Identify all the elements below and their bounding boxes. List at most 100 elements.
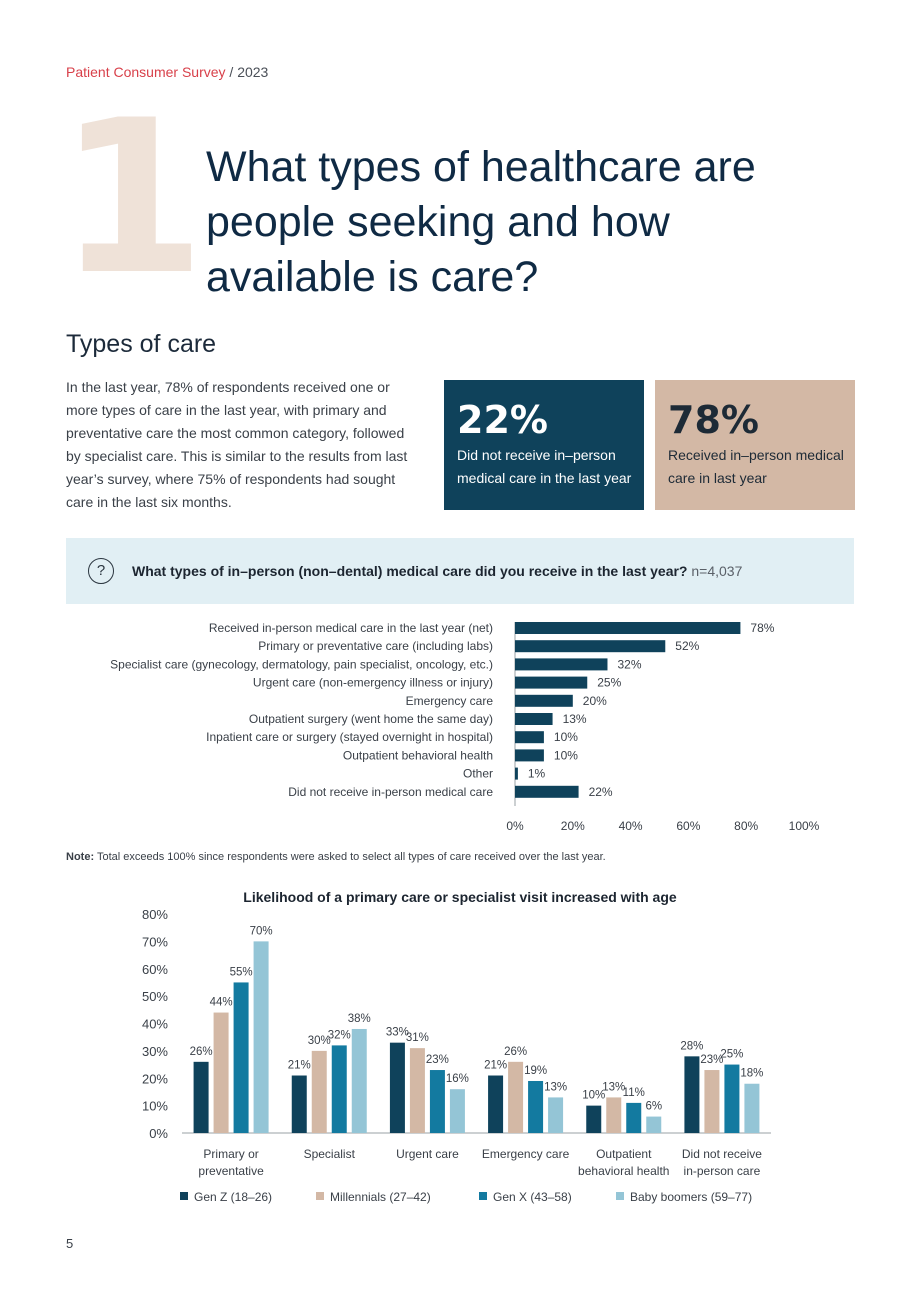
- legend-swatch: [616, 1192, 624, 1200]
- data-label: 26%: [190, 1046, 213, 1058]
- category-label: Primary or: [203, 1147, 258, 1161]
- data-label: 20%: [583, 694, 607, 708]
- category-label: Outpatient surgery (went home the same d…: [249, 712, 493, 726]
- bar: [515, 640, 666, 653]
- section-title: Types of care: [66, 330, 217, 358]
- category-label: Emergency care: [482, 1147, 570, 1161]
- bar: [515, 731, 544, 744]
- note-text: Total exceeds 100% since respondents wer…: [94, 851, 606, 863]
- stat-box-received: 78% Received in–person medical care in l…: [655, 380, 855, 510]
- data-label: 23%: [426, 1054, 449, 1066]
- question-banner: ? What types of in–person (non–dental) m…: [66, 538, 854, 604]
- legend-label: Baby boomers (59–77): [630, 1190, 752, 1204]
- y-tick-label: 0%: [149, 1126, 168, 1141]
- category-label: Urgent care: [396, 1147, 459, 1161]
- data-label: 10%: [554, 730, 578, 744]
- stat-label: Did not receive in–person medical care i…: [457, 447, 632, 486]
- bar: [449, 1089, 465, 1133]
- bar: [515, 767, 518, 780]
- category-label: Outpatient behavioral health: [343, 748, 493, 762]
- bar: [233, 982, 249, 1133]
- sample-size: n=4,037: [687, 563, 743, 579]
- bar: [528, 1080, 544, 1133]
- data-label: 52%: [675, 639, 699, 653]
- data-label: 21%: [288, 1060, 311, 1072]
- bar: [744, 1083, 760, 1133]
- category-label: Did not receive: [682, 1147, 762, 1161]
- bar: [606, 1097, 622, 1133]
- bar: [646, 1116, 662, 1133]
- data-label: 31%: [406, 1032, 429, 1044]
- category-label: behavioral health: [578, 1164, 669, 1178]
- bar: [704, 1070, 720, 1133]
- y-tick-label: 70%: [142, 934, 168, 949]
- question-text: What types of in–person (non–dental) med…: [132, 563, 742, 579]
- bar: [515, 713, 553, 725]
- y-tick-label: 80%: [142, 907, 168, 922]
- data-label: 32%: [617, 657, 641, 671]
- data-label: 38%: [348, 1013, 371, 1025]
- data-label: 25%: [720, 1049, 743, 1061]
- y-tick-label: 50%: [142, 989, 168, 1004]
- question-mark-icon: ?: [88, 558, 114, 584]
- report-year: / 2023: [225, 64, 269, 80]
- x-tick-label: 20%: [561, 819, 585, 833]
- data-label: 30%: [308, 1035, 331, 1047]
- report-name: Patient Consumer Survey: [66, 64, 226, 80]
- bar: [684, 1056, 700, 1133]
- x-tick-label: 80%: [734, 819, 758, 833]
- data-label: 23%: [700, 1054, 723, 1066]
- bar: [291, 1075, 307, 1133]
- data-label: 13%: [602, 1081, 625, 1093]
- legend-label: Gen Z (18–26): [194, 1190, 272, 1204]
- stat-value: 22%: [457, 398, 548, 442]
- x-tick-label: 100%: [789, 819, 820, 833]
- category-label: Specialist care (gynecology, dermatology…: [110, 657, 493, 671]
- data-label: 33%: [386, 1027, 409, 1039]
- category-label: preventative: [198, 1164, 264, 1178]
- bar: [515, 694, 573, 707]
- data-label: 13%: [563, 712, 587, 726]
- data-label: 32%: [328, 1029, 351, 1041]
- category-label: Inpatient care or surgery (stayed overni…: [206, 730, 493, 744]
- bar: [311, 1050, 327, 1133]
- page-title: What types of healthcare are people seek…: [206, 143, 756, 301]
- bar: [548, 1097, 564, 1133]
- data-label: 1%: [528, 767, 546, 781]
- stat-value: 78%: [668, 398, 759, 442]
- bar: [515, 785, 579, 798]
- category-label: Other: [463, 767, 493, 781]
- bar: [586, 1105, 602, 1133]
- intro-paragraph: In the last year, 78% of respondents rec…: [66, 379, 408, 510]
- data-label: 78%: [750, 621, 774, 635]
- bar: [515, 658, 608, 671]
- data-label: 16%: [446, 1073, 469, 1085]
- care-types-bar-chart: Received in-person medical care in the l…: [110, 621, 820, 833]
- header-kicker: Patient Consumer Survey / 2023: [66, 64, 268, 80]
- x-tick-label: 0%: [506, 819, 524, 833]
- page-number: 5: [66, 1236, 74, 1251]
- bar: [429, 1070, 445, 1133]
- data-label: 70%: [250, 925, 273, 937]
- data-label: 26%: [504, 1046, 527, 1058]
- data-label: 28%: [680, 1040, 703, 1052]
- data-label: 22%: [589, 785, 613, 799]
- bar: [389, 1042, 405, 1133]
- data-label: 6%: [645, 1101, 662, 1113]
- stat-box-not-received: 22% Did not receive in–person medical ca…: [444, 380, 644, 510]
- category-label: Received in-person medical care in the l…: [209, 621, 493, 635]
- chart-title: Likelihood of a primary care or speciali…: [243, 889, 677, 905]
- data-label: 11%: [623, 1087, 645, 1099]
- stat-label: Received in–person medical care in last …: [668, 447, 844, 486]
- y-tick-label: 60%: [142, 962, 168, 977]
- bar: [724, 1064, 740, 1133]
- bar: [515, 676, 588, 689]
- data-label: 19%: [524, 1065, 547, 1077]
- data-label: 13%: [544, 1081, 567, 1093]
- y-tick-label: 20%: [142, 1071, 168, 1086]
- bar: [213, 1012, 229, 1133]
- legend-label: Gen X (43–58): [493, 1190, 572, 1204]
- data-label: 21%: [484, 1060, 507, 1072]
- y-tick-label: 10%: [142, 1099, 168, 1114]
- data-label: 25%: [597, 676, 621, 690]
